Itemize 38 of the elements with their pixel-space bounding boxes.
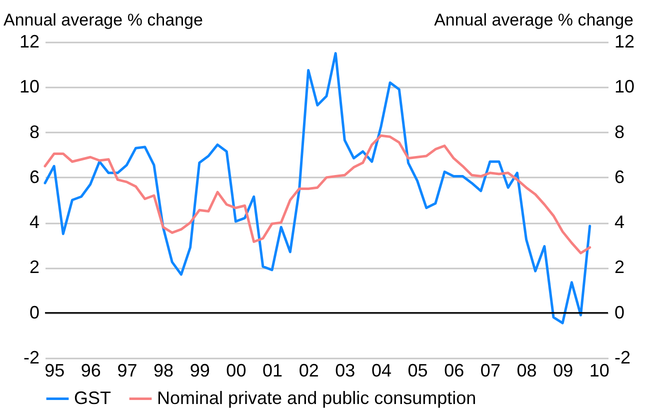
- y-tick-label: 6: [29, 166, 40, 187]
- x-tick-label: 04: [371, 360, 392, 380]
- x-tick-label: 07: [480, 360, 500, 380]
- y2-tick-label: 4: [614, 212, 625, 232]
- y2-tick-label: 10: [614, 76, 635, 97]
- x-tick-label: 99: [190, 360, 210, 380]
- y2-axis-title: Annual average % change: [434, 10, 634, 30]
- x-tick-label: 97: [117, 360, 138, 380]
- line-series: [44, 134, 592, 254]
- x-tick-label: 09: [553, 360, 574, 380]
- x-tick-label: 96: [80, 360, 101, 380]
- y-tick-label: 2: [29, 257, 40, 278]
- y-tick-label: 0: [29, 302, 40, 322]
- y2-tick-label: 6: [614, 166, 625, 187]
- legend-label: GST: [74, 388, 112, 408]
- y-tick-label: 12: [19, 32, 40, 52]
- x-tick-label: 08: [516, 360, 537, 380]
- x-tick-label: 00: [226, 360, 246, 380]
- x-tick-label: 03: [335, 360, 356, 380]
- x-tick-label: 95: [44, 360, 65, 380]
- legend-label: Nominal private and public consumption: [157, 388, 476, 408]
- x-tick-label: 02: [298, 360, 319, 380]
- y2-tick-label: 0: [614, 302, 625, 322]
- x-tick-label: 10: [589, 360, 610, 380]
- y-tick-label: 10: [19, 76, 40, 97]
- y-tick-label: -2: [23, 348, 40, 368]
- y2-tick-label: 8: [614, 122, 625, 142]
- x-tick-label: 01: [262, 360, 283, 380]
- y-axis-title: Annual average % change: [4, 10, 203, 30]
- line-series: [44, 52, 592, 324]
- x-tick-label: 05: [408, 360, 428, 380]
- y2-tick-label: 2: [614, 257, 625, 278]
- x-tick-label: 98: [154, 360, 174, 380]
- y-tick-label: 4: [29, 212, 40, 232]
- y-tick-label: 8: [29, 122, 40, 142]
- x-tick-label: 06: [444, 360, 464, 380]
- y2-tick-label: 12: [614, 32, 635, 52]
- y2-tick-label: -2: [614, 348, 631, 368]
